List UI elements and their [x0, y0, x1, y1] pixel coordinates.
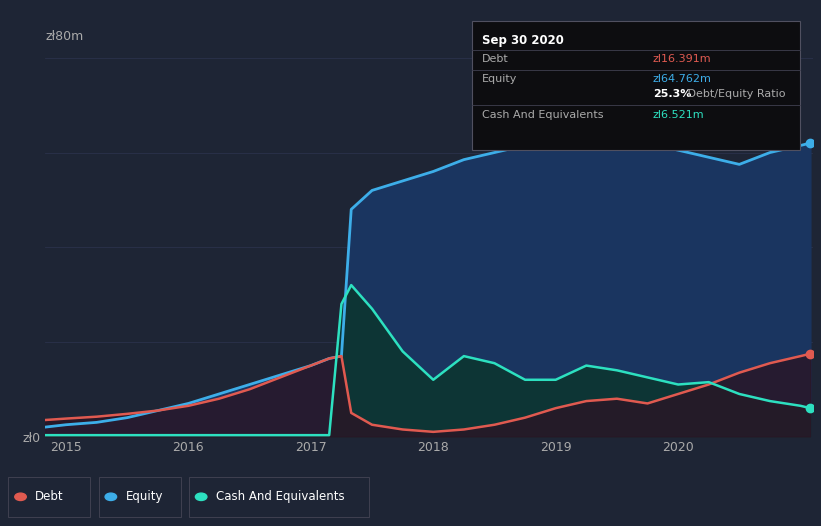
Text: Debt/Equity Ratio: Debt/Equity Ratio: [684, 89, 786, 99]
Text: Debt: Debt: [35, 490, 64, 503]
Text: Debt: Debt: [482, 54, 509, 64]
Text: zł80m: zł80m: [45, 29, 84, 43]
Text: zl6.521m: zl6.521m: [653, 110, 704, 120]
Text: Equity: Equity: [482, 74, 517, 84]
Text: 25.3%: 25.3%: [653, 89, 691, 99]
Text: Cash And Equivalents: Cash And Equivalents: [482, 110, 603, 120]
Text: zl64.762m: zl64.762m: [653, 74, 712, 84]
Text: Cash And Equivalents: Cash And Equivalents: [216, 490, 345, 503]
Text: Equity: Equity: [126, 490, 163, 503]
Text: zl16.391m: zl16.391m: [653, 54, 711, 64]
Text: Sep 30 2020: Sep 30 2020: [482, 34, 564, 47]
